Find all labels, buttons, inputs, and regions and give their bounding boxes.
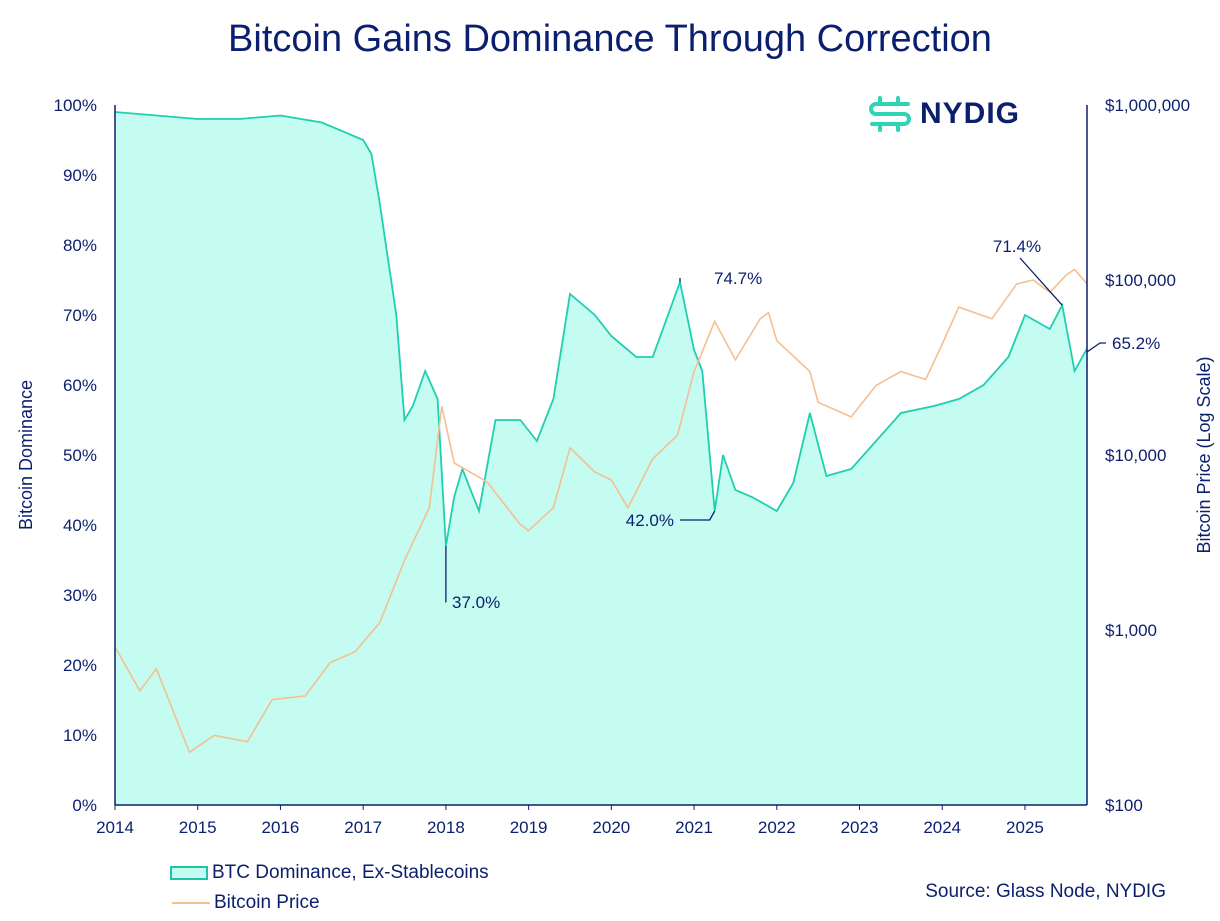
y-tick-label: 80% (63, 236, 97, 255)
y2-tick-label: $10,000 (1105, 446, 1166, 465)
x-tick-label: 2016 (262, 818, 300, 837)
y-tick-label: 10% (63, 726, 97, 745)
x-tick-label: 2015 (179, 818, 217, 837)
legend: BTC Dominance, Ex-Stablecoins Bitcoin Pr… (160, 858, 489, 918)
annotation-label: 37.0% (452, 593, 500, 612)
annotation-label: 42.0% (626, 511, 674, 530)
annotation-label: 74.7% (714, 269, 762, 288)
x-tick-label: 2019 (510, 818, 548, 837)
logo-text: NYDIG (920, 97, 1021, 130)
dominance-line (114, 111, 1088, 547)
legend-label-dominance: BTC Dominance, Ex-Stablecoins (212, 862, 489, 883)
y-tick-label: 0% (72, 796, 97, 815)
y-tick-label: 40% (63, 516, 97, 535)
x-tick-label: 2023 (841, 818, 879, 837)
chart-title: Bitcoin Gains Dominance Through Correcti… (228, 18, 992, 60)
x-tick-label: 2022 (758, 818, 796, 837)
y2-tick-label: $1,000,000 (1105, 96, 1190, 115)
legend-item-dominance: BTC Dominance, Ex-Stablecoins (160, 858, 489, 888)
x-tick-label: 2017 (344, 818, 382, 837)
dominance-area (115, 112, 1087, 805)
annotation-leader (680, 510, 716, 521)
y-tick-label: 70% (63, 306, 97, 325)
y-tick-label: 30% (63, 586, 97, 605)
y-tick-label: 90% (63, 166, 97, 185)
nydig-logo: NYDIG (868, 96, 1020, 132)
source-note: Source: Glass Node, NYDIG (925, 881, 1166, 902)
legend-label-price: Bitcoin Price (214, 892, 320, 913)
y-tick-label: 100% (54, 96, 97, 115)
annotation-leader (1086, 342, 1106, 353)
y-tick-label: 50% (63, 446, 97, 465)
y-tick-label: 20% (63, 656, 97, 675)
annotation-label: 71.4% (993, 237, 1041, 256)
annotation-leader (1019, 257, 1063, 306)
nydig-logo-icon (869, 96, 911, 132)
y2-axis-label: Bitcoin Price (Log Scale) (1194, 356, 1214, 553)
x-tick-label: 2014 (96, 818, 134, 837)
y-axis-label: Bitcoin Dominance (16, 380, 36, 530)
annotation-label: 65.2% (1112, 334, 1160, 353)
x-tick-label: 2025 (1006, 818, 1044, 837)
y-tick-label: 60% (63, 376, 97, 395)
x-tick-label: 2020 (592, 818, 630, 837)
price-line (114, 268, 1088, 754)
y2-tick-label: $100,000 (1105, 271, 1176, 290)
y2-tick-label: $1,000 (1105, 621, 1157, 640)
legend-swatch-dominance (170, 866, 208, 880)
x-tick-label: 2018 (427, 818, 465, 837)
legend-item-price: Bitcoin Price (160, 888, 489, 918)
y2-tick-label: $100 (1105, 796, 1143, 815)
x-tick-label: 2021 (675, 818, 713, 837)
x-tick-label: 2024 (923, 818, 961, 837)
legend-swatch-price (172, 902, 210, 904)
